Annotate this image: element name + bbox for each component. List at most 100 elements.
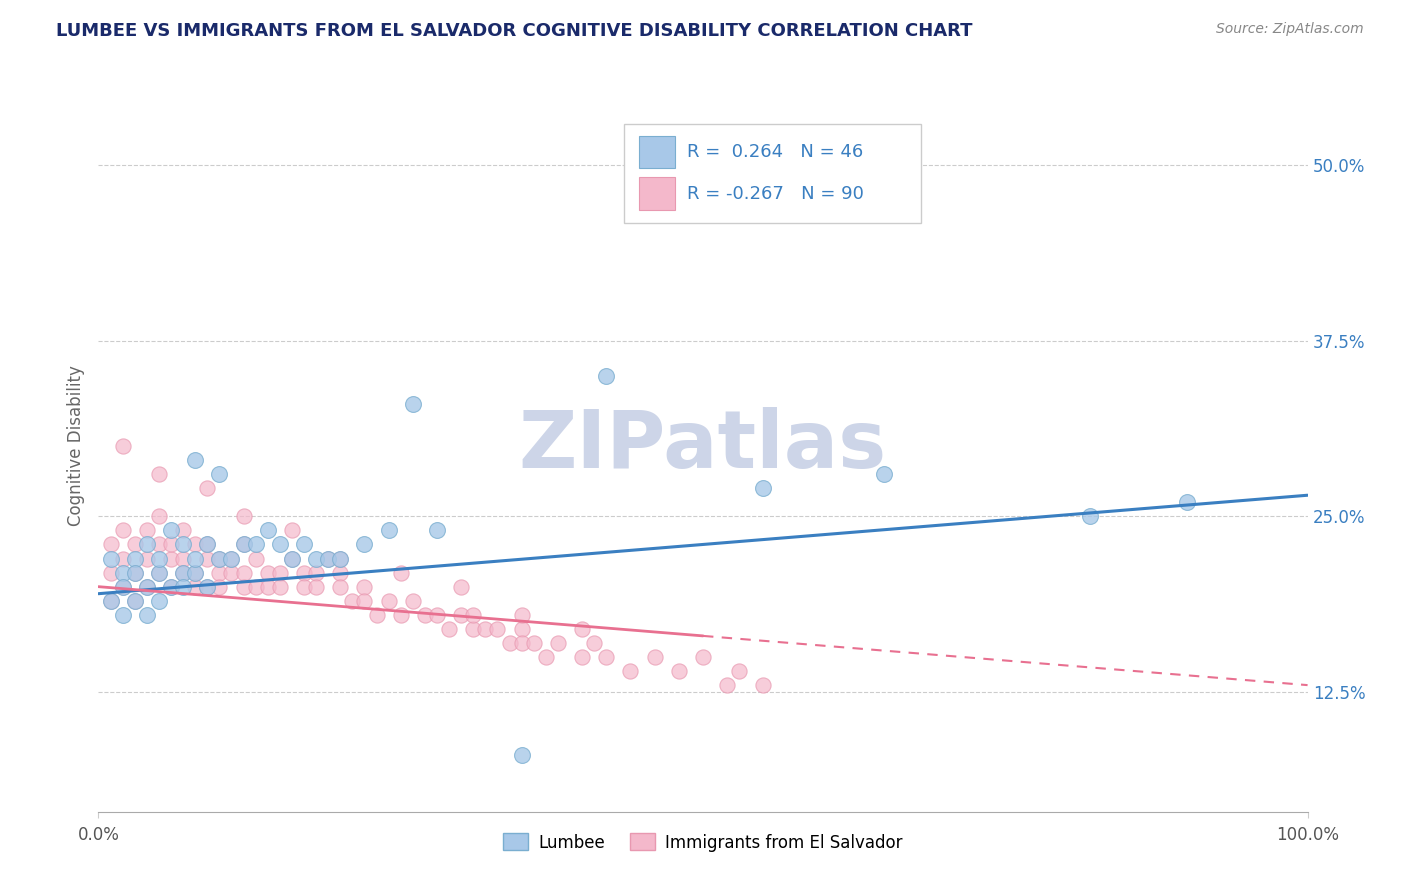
Point [353, 593, 375, 607]
Point [172, 524, 194, 538]
Point [135, 580, 157, 594]
Point [377, 524, 399, 538]
Point [256, 580, 278, 594]
Point [232, 566, 254, 580]
FancyBboxPatch shape [638, 178, 675, 211]
Y-axis label: Cognitive Disability: Cognitive Disability [66, 366, 84, 526]
Point [595, 650, 617, 665]
Point [510, 748, 533, 763]
Point [281, 524, 304, 538]
Point [305, 566, 328, 580]
Point [510, 636, 533, 650]
Point [426, 607, 449, 622]
Point [195, 537, 218, 551]
Point [292, 580, 315, 594]
Point [195, 537, 218, 551]
Point [752, 481, 775, 495]
Point [716, 678, 738, 692]
Point [148, 566, 170, 580]
Point [329, 551, 352, 566]
Point [195, 580, 218, 594]
Point [135, 607, 157, 622]
Point [111, 524, 134, 538]
Point [523, 636, 546, 650]
Point [498, 636, 520, 650]
Point [583, 636, 606, 650]
Point [148, 537, 170, 551]
Point [172, 580, 194, 594]
Point [353, 537, 375, 551]
Point [148, 566, 170, 580]
Text: LUMBEE VS IMMIGRANTS FROM EL SALVADOR COGNITIVE DISABILITY CORRELATION CHART: LUMBEE VS IMMIGRANTS FROM EL SALVADOR CO… [56, 22, 973, 40]
Point [329, 566, 352, 580]
Point [195, 580, 218, 594]
Point [100, 566, 122, 580]
Point [245, 537, 267, 551]
Point [184, 580, 207, 594]
Point [100, 593, 122, 607]
Point [172, 566, 194, 580]
Point [232, 509, 254, 524]
Point [413, 607, 436, 622]
Point [160, 551, 183, 566]
Point [353, 580, 375, 594]
Point [281, 551, 304, 566]
Point [450, 607, 472, 622]
Point [160, 580, 183, 594]
Point [644, 650, 666, 665]
Point [111, 580, 134, 594]
Point [148, 509, 170, 524]
Point [486, 622, 509, 636]
Point [195, 481, 218, 495]
Point [221, 566, 243, 580]
Point [148, 551, 170, 566]
Point [172, 537, 194, 551]
Text: Source: ZipAtlas.com: Source: ZipAtlas.com [1216, 22, 1364, 37]
Point [184, 566, 207, 580]
Legend: Lumbee, Immigrants from El Salvador: Lumbee, Immigrants from El Salvador [496, 827, 910, 858]
Point [329, 580, 352, 594]
Point [124, 593, 146, 607]
Point [547, 636, 569, 650]
Point [208, 580, 231, 594]
Point [474, 622, 496, 636]
Point [366, 607, 388, 622]
Point [100, 593, 122, 607]
Point [208, 467, 231, 482]
Point [437, 622, 460, 636]
Point [184, 566, 207, 580]
Point [329, 551, 352, 566]
Point [135, 524, 157, 538]
Point [450, 580, 472, 594]
Point [160, 537, 183, 551]
Point [100, 537, 122, 551]
Point [305, 580, 328, 594]
Point [316, 551, 339, 566]
Point [195, 551, 218, 566]
Point [510, 607, 533, 622]
Point [221, 551, 243, 566]
Point [172, 551, 194, 566]
Point [292, 537, 315, 551]
Point [160, 524, 183, 538]
Point [184, 551, 207, 566]
Point [245, 551, 267, 566]
Text: ZIPatlas: ZIPatlas [519, 407, 887, 485]
Point [571, 650, 593, 665]
Point [124, 593, 146, 607]
Point [269, 580, 291, 594]
Text: R =  0.264   N = 46: R = 0.264 N = 46 [688, 143, 863, 161]
Point [463, 607, 485, 622]
Point [281, 551, 304, 566]
Point [221, 551, 243, 566]
Point [245, 580, 267, 594]
FancyBboxPatch shape [638, 136, 675, 169]
FancyBboxPatch shape [624, 124, 921, 223]
Point [668, 664, 690, 678]
Point [256, 566, 278, 580]
Point [316, 551, 339, 566]
Point [232, 537, 254, 551]
Point [752, 678, 775, 692]
Point [135, 537, 157, 551]
Point [269, 566, 291, 580]
